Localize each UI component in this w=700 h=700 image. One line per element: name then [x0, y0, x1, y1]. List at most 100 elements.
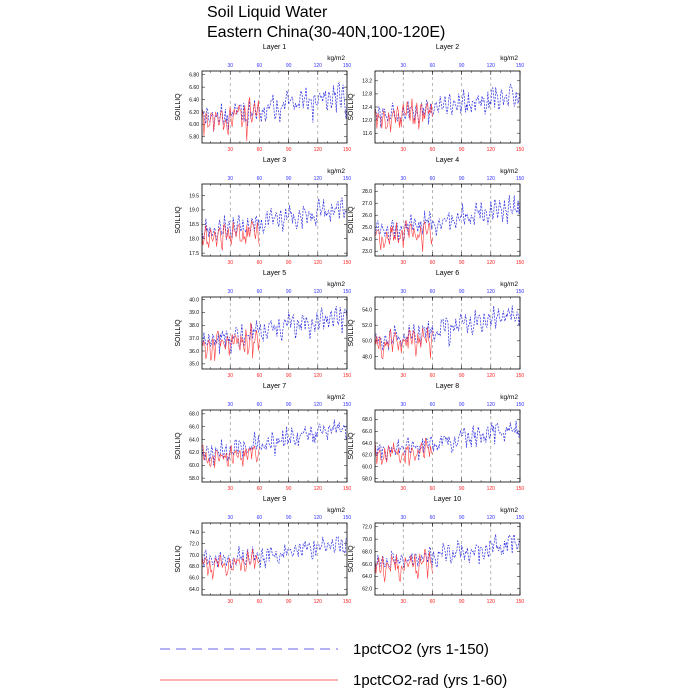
xtick-bottom-label: 60: [430, 260, 436, 266]
ytick-label: 37.0: [189, 336, 199, 342]
panel-frame: [201, 70, 348, 144]
xtick-top-label: 60: [430, 176, 436, 182]
xtick-bottom-label: 90: [286, 486, 292, 492]
ytick-label: 48.0: [362, 354, 372, 360]
xtick-bottom-label: 150: [343, 599, 352, 605]
panel-units: kg/m2: [500, 507, 518, 514]
xtick-bottom-label: 90: [286, 373, 292, 379]
xtick-bottom-label: 30: [227, 599, 233, 605]
series-line-1pctCO2-rad: [201, 322, 260, 361]
panel-units: kg/m2: [500, 281, 518, 288]
series-line-1pctCO2-rad: [201, 97, 260, 142]
xtick-bottom-label: 30: [400, 486, 406, 492]
xtick-bottom-label: 30: [400, 147, 406, 153]
panel-ylabel: SOILLIQ: [348, 545, 355, 573]
panel-title: Layer 9: [263, 496, 286, 503]
ytick-label: 66.0: [362, 429, 372, 435]
ytick-label: 64.0: [362, 441, 372, 447]
xtick-bottom-label: 120: [314, 486, 323, 492]
xtick-bottom-label: 30: [227, 373, 233, 379]
panel-frame: [201, 409, 348, 483]
xtick-bottom-label: 120: [314, 147, 323, 153]
xtick-top-label: 60: [257, 63, 263, 69]
panel-frame: [201, 522, 348, 596]
panel-units: kg/m2: [327, 55, 345, 62]
xtick-top-label: 90: [459, 176, 465, 182]
ytick-label: 18.0: [189, 237, 199, 243]
xtick-bottom-label: 60: [257, 260, 263, 266]
ytick-label: 72.0: [189, 541, 199, 547]
ytick-label: 13.2: [362, 79, 372, 85]
figure-title-line1: Soil Liquid Water: [207, 4, 328, 21]
xtick-top-label: 90: [459, 402, 465, 408]
xtick-top-label: 150: [516, 63, 525, 69]
panel-title: Layer 7: [263, 383, 286, 390]
series-line-1pctCO2-rad: [374, 327, 433, 360]
panel-layer-8: Layer 8 kg/m2 SOILLIQ 58.0 60.0 62.0 64.0 66.0 6…: [348, 383, 524, 492]
panel-units: kg/m2: [327, 394, 345, 401]
ytick-label: 6.00: [189, 122, 199, 128]
series-line-1pctCO2-rad: [374, 220, 433, 252]
panel-units: kg/m2: [500, 394, 518, 401]
xtick-top-label: 150: [343, 402, 352, 408]
ytick-label: 52.0: [362, 323, 372, 329]
xtick-bottom-label: 150: [516, 599, 525, 605]
xtick-top-label: 120: [487, 515, 496, 521]
panel-title: Layer 10: [434, 496, 461, 503]
panel-layer-6: Layer 6 kg/m2 SOILLIQ 48.0 50.0 52.0 54.0 30 60 9…: [348, 270, 524, 379]
xtick-top-label: 30: [227, 176, 233, 182]
xtick-bottom-label: 120: [487, 260, 496, 266]
xtick-bottom-label: 90: [459, 260, 465, 266]
xtick-top-label: 30: [227, 515, 233, 521]
ytick-label: 18.5: [189, 222, 199, 228]
ytick-label: 5.80: [189, 135, 199, 141]
series-line-1pctCO2-rad: [374, 98, 433, 133]
xtick-bottom-label: 30: [227, 147, 233, 153]
xtick-top-label: 30: [400, 63, 406, 69]
ytick-label: 64.0: [189, 587, 199, 593]
series-line-1pctCO2-rad: [201, 220, 260, 251]
panel-ylabel: SOILLIQ: [175, 432, 182, 460]
panel-title: Layer 6: [436, 270, 459, 277]
series-line-1pctCO2: [374, 534, 521, 569]
panel-layer-7: Layer 7 kg/m2 SOILLIQ 58.0 60.0 62.0 64.0 66.0 6…: [175, 383, 351, 492]
series-line-1pctCO2: [201, 419, 348, 466]
xtick-bottom-label: 90: [459, 486, 465, 492]
xtick-top-label: 150: [343, 289, 352, 295]
ytick-label: 62.0: [362, 587, 372, 593]
legend-label-1pctCO2: 1pctCO2 (yrs 1-150): [353, 641, 489, 658]
panel-frame: [374, 70, 521, 144]
xtick-top-label: 120: [487, 63, 496, 69]
xtick-bottom-label: 90: [459, 373, 465, 379]
series-line-1pctCO2-rad: [374, 437, 433, 466]
panel-title: Layer 4: [436, 157, 459, 164]
ytick-label: 68.0: [362, 417, 372, 423]
xtick-top-label: 150: [343, 176, 352, 182]
legend: 1pctCO2 (yrs 1-150) 1pctCO2-rad (yrs 1-6…: [160, 641, 507, 689]
ytick-label: 6.60: [189, 85, 199, 91]
xtick-bottom-label: 120: [487, 373, 496, 379]
ytick-label: 12.8: [362, 92, 372, 98]
xtick-top-label: 90: [286, 289, 292, 295]
ytick-label: 64.0: [189, 437, 199, 443]
ytick-label: 68.0: [362, 549, 372, 555]
xtick-top-label: 150: [516, 402, 525, 408]
xtick-top-label: 150: [516, 515, 525, 521]
xtick-bottom-label: 30: [400, 599, 406, 605]
ytick-label: 70.0: [362, 537, 372, 543]
xtick-top-label: 120: [314, 176, 323, 182]
ytick-label: 70.0: [189, 553, 199, 559]
panel-frame: [374, 409, 521, 483]
series-line-1pctCO2-rad: [374, 549, 433, 583]
ytick-label: 39.0: [189, 310, 199, 316]
xtick-bottom-label: 60: [257, 147, 263, 153]
panel-units: kg/m2: [327, 507, 345, 514]
ytick-label: 11.6: [363, 131, 373, 137]
xtick-top-label: 90: [459, 515, 465, 521]
ytick-label: 36.0: [189, 349, 199, 355]
xtick-top-label: 30: [400, 289, 406, 295]
ytick-label: 72.0: [362, 525, 372, 531]
panel-frame: [374, 183, 521, 257]
xtick-bottom-label: 120: [487, 599, 496, 605]
xtick-top-label: 30: [400, 402, 406, 408]
